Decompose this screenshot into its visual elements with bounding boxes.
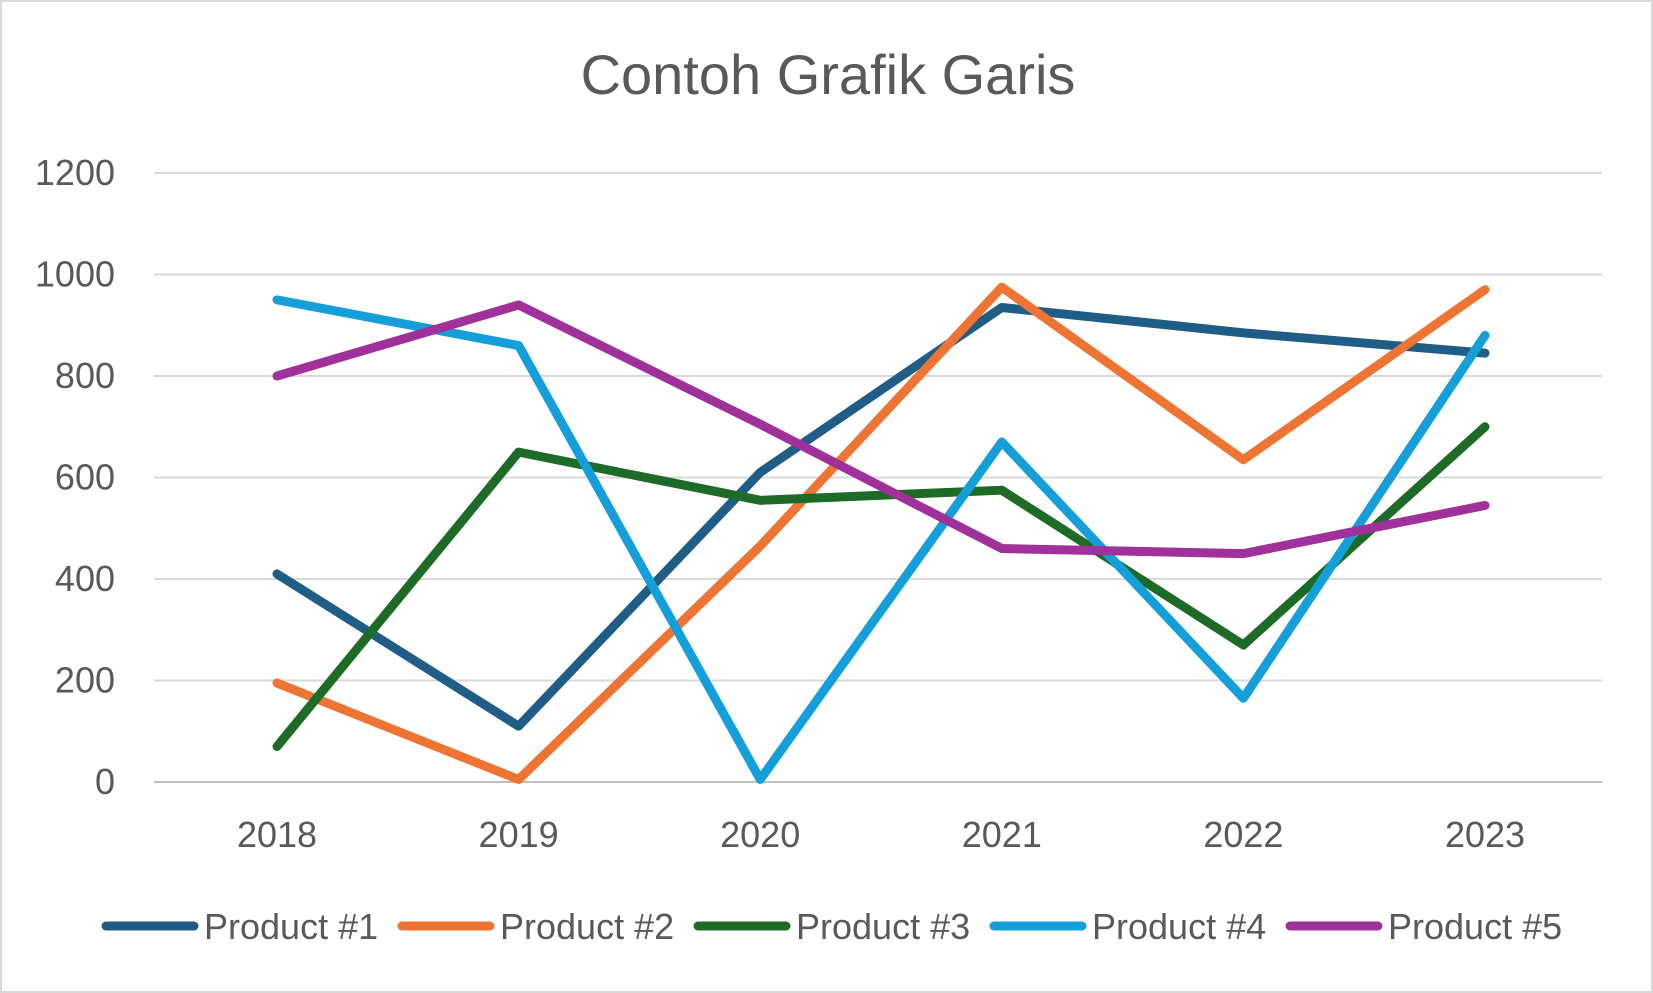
- legend-label: Product #4: [1092, 906, 1266, 947]
- series-5: [272, 300, 1490, 559]
- legend-item: Product #1: [101, 906, 378, 947]
- series-3: [272, 422, 1490, 751]
- legend-label: Product #3: [796, 906, 970, 947]
- legend-label: Product #1: [204, 906, 378, 947]
- series-4: [272, 295, 1490, 784]
- legend-item: Product #4: [989, 906, 1266, 947]
- y-axis-ticks: 0 200 400 600 800 1000 1200: [35, 152, 115, 802]
- x-axis-ticks: 2018 2019 2020 2021 2022 2023: [237, 814, 1525, 855]
- series-line: [272, 300, 1490, 559]
- series-line: [272, 422, 1490, 751]
- y-tick-label: 400: [55, 558, 115, 599]
- legend-item: Product #5: [1285, 906, 1562, 947]
- y-tick-label: 200: [55, 660, 115, 701]
- gridlines: [154, 172, 1602, 783]
- x-tick-label: 2021: [962, 814, 1042, 855]
- series-lines: [272, 282, 1490, 784]
- series-line: [272, 295, 1490, 784]
- y-tick-label: 1000: [35, 254, 115, 295]
- legend-item: Product #2: [397, 906, 674, 947]
- series-1: [272, 302, 1490, 731]
- x-tick-label: 2023: [1445, 814, 1525, 855]
- y-tick-label: 800: [55, 355, 115, 396]
- legend: Product #1 Product #2 Product #3 Product #4…: [101, 906, 1562, 947]
- x-tick-label: 2019: [479, 814, 559, 855]
- x-tick-label: 2022: [1203, 814, 1283, 855]
- y-tick-label: 1200: [35, 152, 115, 193]
- y-tick-label: 0: [95, 761, 115, 802]
- series-line: [272, 302, 1490, 731]
- series-line: [272, 282, 1490, 784]
- series-2: [272, 282, 1490, 784]
- legend-item: Product #3: [693, 906, 970, 947]
- chart-title: Contoh Grafik Garis: [581, 43, 1076, 106]
- y-tick-label: 600: [55, 457, 115, 498]
- x-tick-label: 2020: [720, 814, 800, 855]
- legend-label: Product #5: [1388, 906, 1562, 947]
- legend-label: Product #2: [500, 906, 674, 947]
- x-tick-label: 2018: [237, 814, 317, 855]
